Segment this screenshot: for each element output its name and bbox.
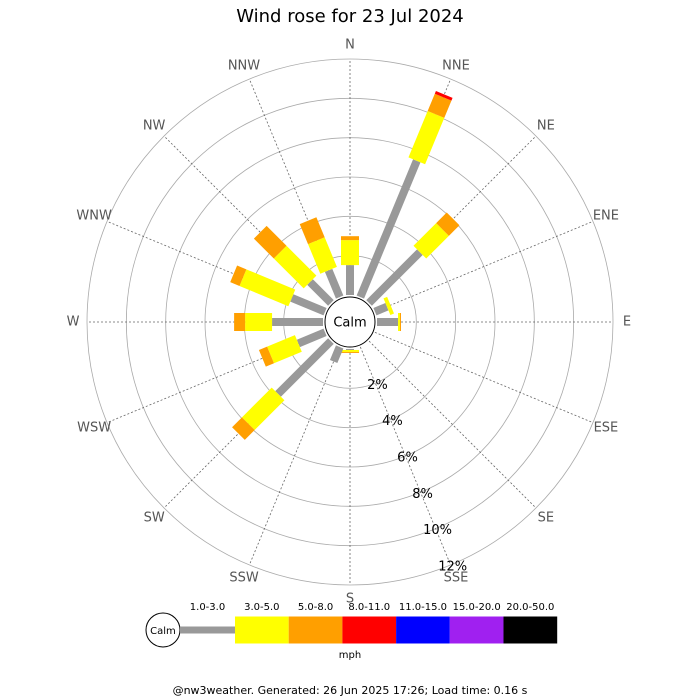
wind-segment — [398, 313, 401, 331]
wind-segment — [239, 269, 296, 307]
ring-label: 6% — [397, 450, 418, 465]
wind-segment — [356, 159, 421, 299]
direction-label: S — [346, 592, 354, 607]
wind-segment — [308, 237, 337, 274]
chart-title: Wind rose for 23 Jul 2024 — [236, 6, 464, 27]
spoke — [248, 346, 341, 566]
wind-segment — [341, 351, 359, 353]
wind-segment — [273, 245, 317, 289]
wind-segment — [400, 313, 401, 331]
wind-segment — [232, 417, 255, 440]
grid-ring — [86, 58, 614, 586]
wind-segment — [413, 223, 449, 259]
legend-swatch — [180, 626, 235, 634]
ring-label: 10% — [423, 523, 452, 538]
legend-label: 8.0-11.0 — [348, 602, 390, 613]
legend-label: 5.0-8.0 — [298, 602, 333, 613]
direction-label: ENE — [593, 208, 619, 223]
legend-swatch — [503, 616, 558, 644]
wind-segment — [253, 225, 287, 259]
wind-segment — [241, 387, 285, 431]
ring-label: 2% — [367, 378, 388, 393]
calm-circle — [324, 296, 376, 348]
wind-segment — [324, 268, 344, 299]
direction-label: E — [623, 315, 631, 330]
spoke — [248, 78, 341, 298]
legend-label: 1.0-3.0 — [190, 602, 225, 613]
direction-label: NNE — [442, 59, 470, 74]
direction-label: SE — [538, 510, 554, 525]
legend-label: 20.0-50.0 — [506, 602, 554, 613]
bars — [230, 91, 460, 440]
direction-label: WSW — [77, 421, 111, 436]
legend-swatch — [396, 616, 450, 644]
ring-label: 4% — [382, 414, 403, 429]
wind-segment — [366, 249, 423, 306]
wind-segment — [383, 296, 395, 316]
legend-label: 3.0-5.0 — [244, 602, 279, 613]
footer: @nw3weather. Generated: 26 Jun 2025 17:2… — [173, 684, 528, 697]
spoke — [163, 135, 332, 304]
wind-segment — [296, 328, 327, 348]
wind-segment — [230, 265, 247, 286]
legend-swatch — [449, 616, 504, 644]
direction-label: SSW — [229, 570, 259, 585]
wind-segment — [341, 240, 359, 266]
direction-label: N — [345, 38, 355, 53]
wind-segment — [408, 111, 445, 165]
spoke — [359, 346, 452, 566]
spoke — [106, 220, 326, 313]
spoke — [374, 220, 594, 313]
wind-segment — [245, 313, 273, 331]
wind-segment — [427, 93, 452, 118]
wind-segment — [307, 279, 334, 306]
direction-label: W — [67, 315, 80, 330]
direction-label: WNW — [76, 208, 112, 223]
wind-segment — [258, 346, 274, 367]
wind-segment — [272, 318, 324, 326]
wind-segment — [346, 265, 354, 295]
legend-unit: mph — [339, 650, 361, 661]
wind-segment — [377, 318, 399, 326]
legend-label: 11.0-15.0 — [399, 602, 447, 613]
legend-calm-label: Calm — [150, 626, 176, 637]
legend-label: 15.0-20.0 — [453, 602, 501, 613]
spoke — [368, 340, 537, 509]
spoke — [106, 331, 326, 424]
wind-segment — [234, 313, 246, 331]
direction-label: NE — [537, 119, 555, 134]
wind-segment — [436, 212, 460, 236]
direction-label: SSE — [444, 570, 469, 585]
wind-segment — [267, 335, 302, 364]
direction-label: SW — [144, 510, 165, 525]
calm-label: Calm — [333, 316, 366, 331]
ring-label: 12% — [438, 559, 467, 574]
spoke — [374, 331, 594, 424]
legend-swatch — [342, 616, 397, 644]
legend-swatch — [235, 616, 289, 644]
wind-segment — [341, 236, 359, 241]
direction-label: ESE — [594, 421, 619, 436]
direction-label: NNW — [228, 59, 260, 74]
wind-segment — [299, 217, 325, 245]
wind-segment — [346, 349, 354, 350]
wind-segment — [373, 303, 389, 316]
wind-segment — [434, 91, 453, 101]
legend-swatch — [288, 616, 343, 644]
wind-segment — [275, 338, 334, 397]
ring-label: 8% — [412, 487, 433, 502]
overlay: N NNE NE ENE E ESE SE SSE S SSW SW WSW W WNW NW NNW Calm… — [67, 38, 631, 648]
wind-segment — [341, 349, 359, 352]
wind-segment — [290, 294, 327, 316]
direction-label: NW — [143, 119, 166, 134]
wind-segment — [329, 345, 344, 364]
